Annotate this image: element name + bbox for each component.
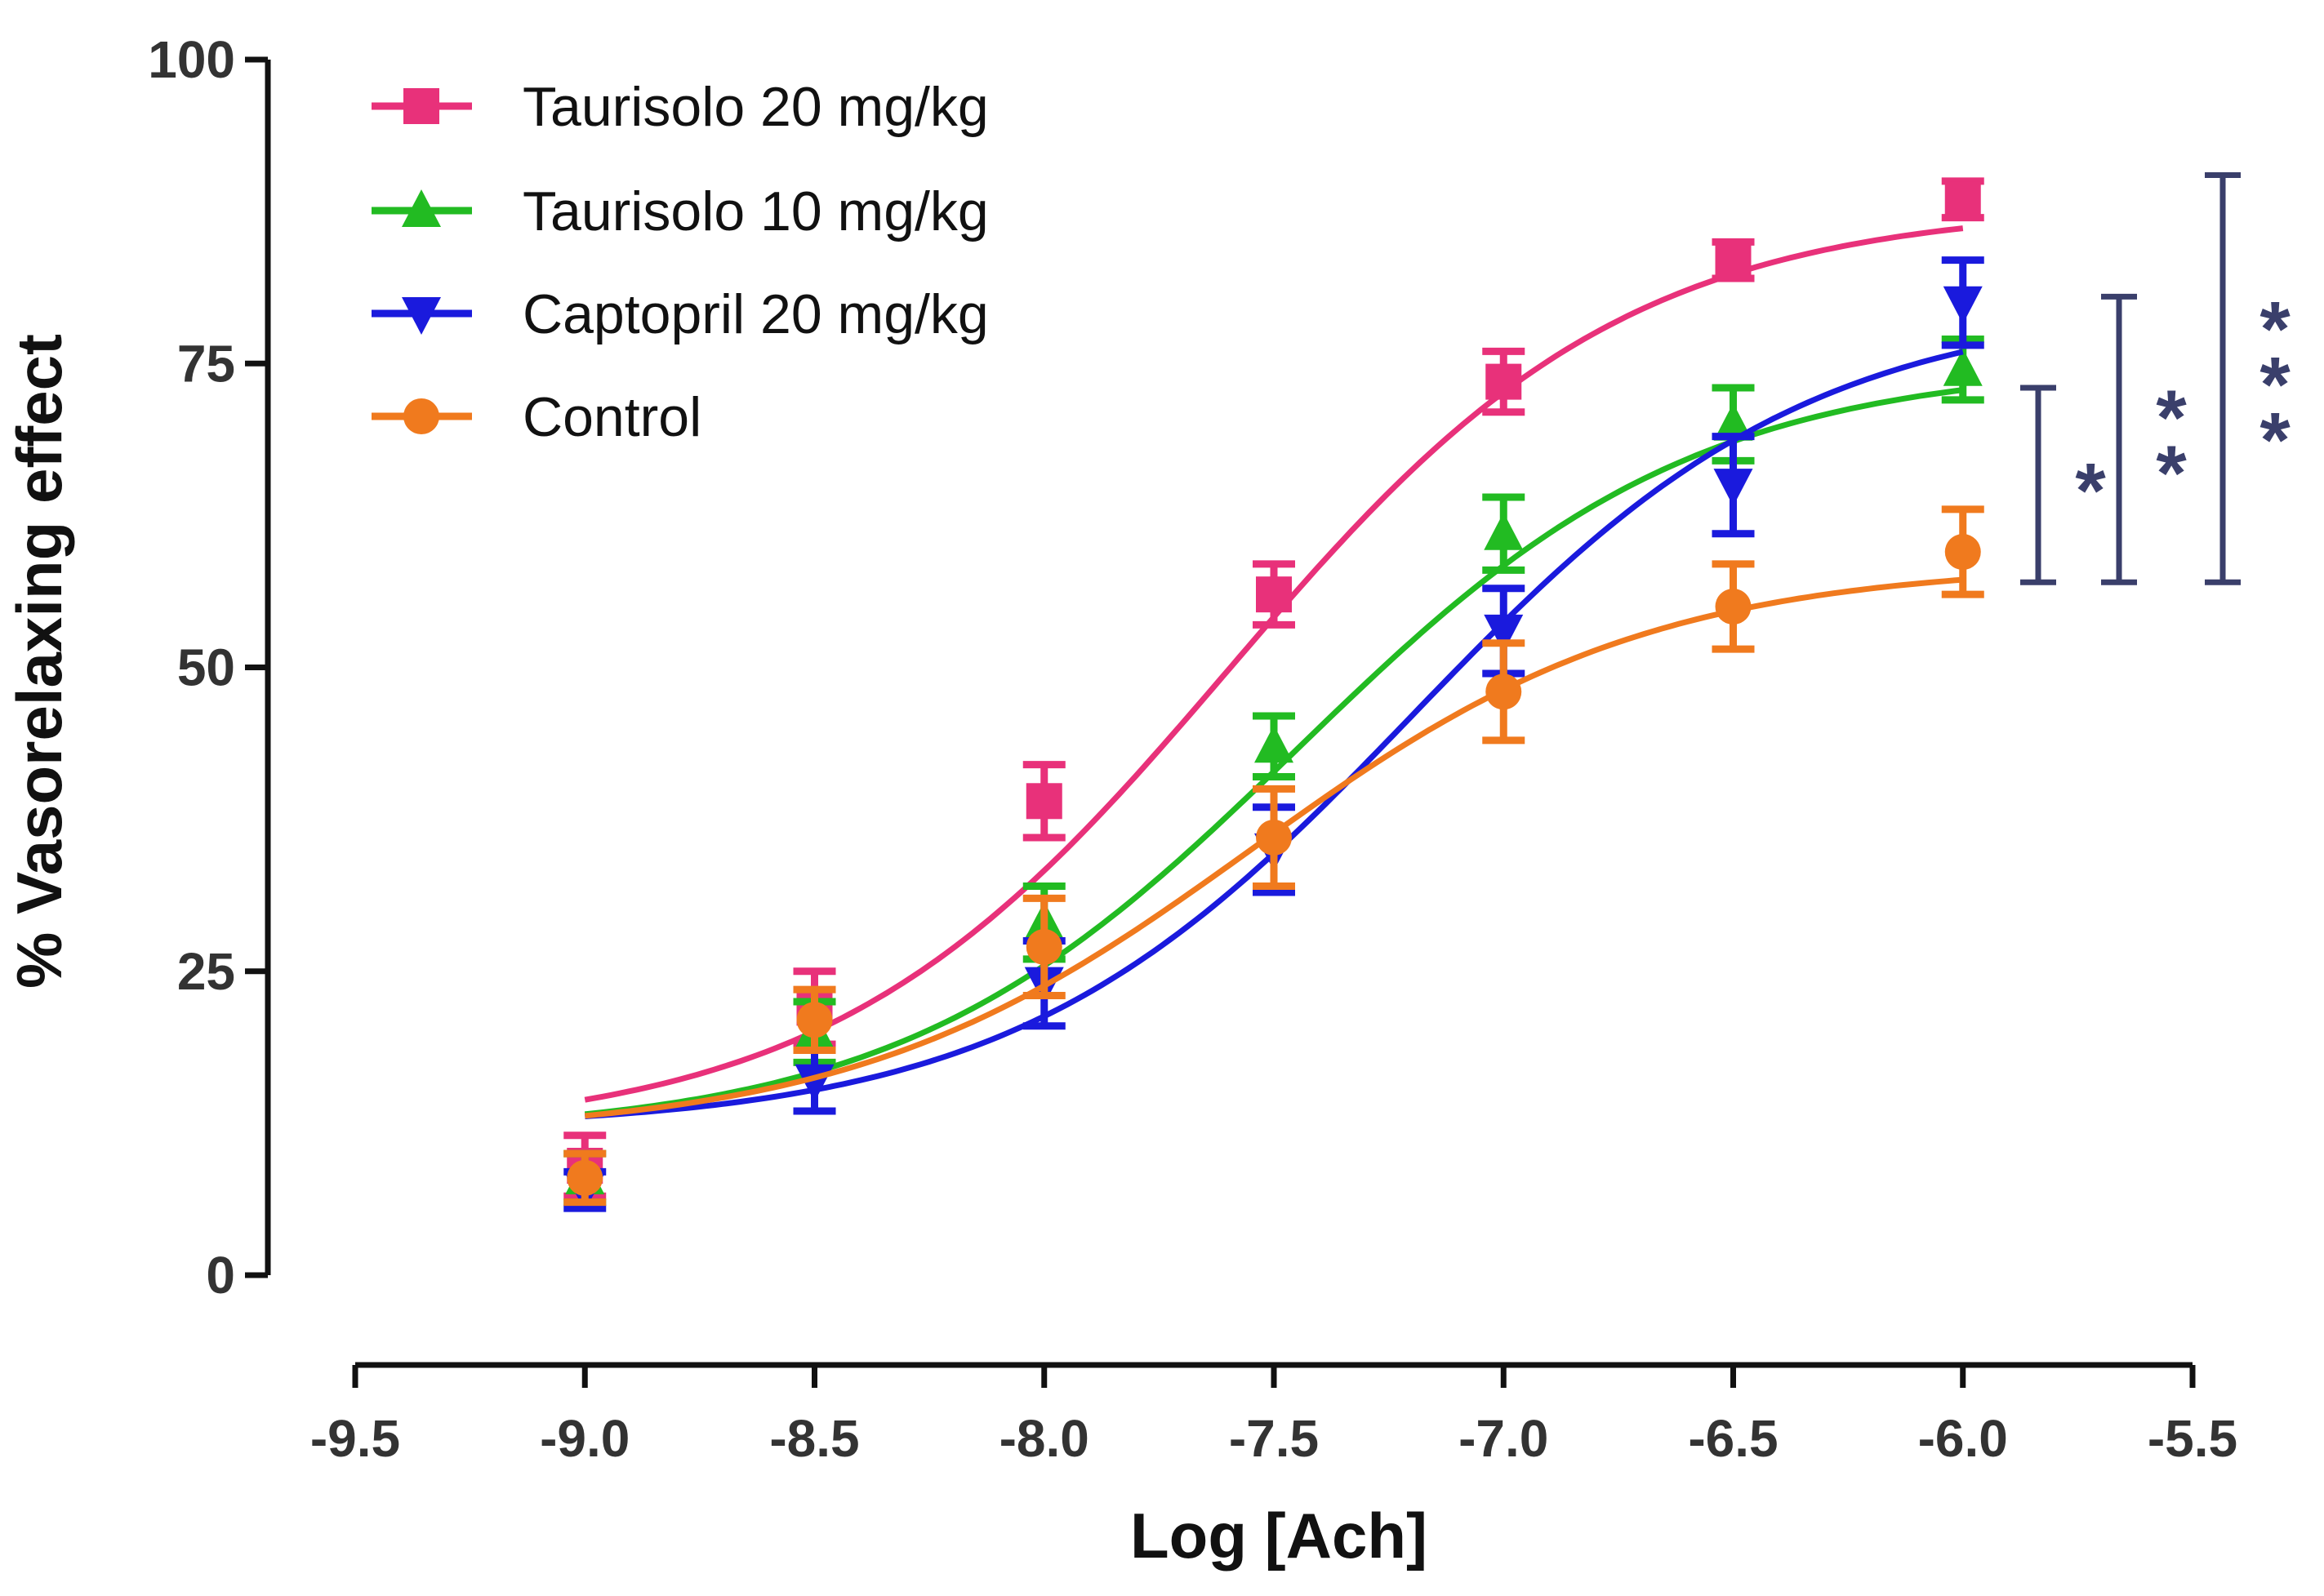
fit-curve xyxy=(584,225,1964,1103)
legend-item-2: Captopril 20 mg/kg xyxy=(372,283,989,345)
x-tick-label: -9.0 xyxy=(540,1409,630,1468)
x-tick-label: -8.5 xyxy=(769,1409,859,1468)
legend-label: Control xyxy=(523,386,701,448)
significance-group: ** ** * * xyxy=(2020,171,2291,585)
data-point xyxy=(1254,725,1293,763)
data-point xyxy=(1944,181,1981,218)
x-axis: -9.5 -9.0 -8.5 -8.0 -7.5 -7.0 -6.5 -6.0 -5.5 xyxy=(310,1362,2237,1468)
x-tick-label: -8.0 xyxy=(999,1409,1089,1468)
y-axis: 0 25 50 75 100 xyxy=(148,30,271,1305)
data-point xyxy=(1713,469,1753,507)
data-point xyxy=(1485,674,1522,710)
legend-marker xyxy=(402,189,441,227)
legend-item-1: Taurisolo 10 mg/kg xyxy=(372,180,989,242)
y-tick-label: 75 xyxy=(177,334,235,393)
y-axis-title: % Vasorelaxing effect xyxy=(3,334,75,989)
series-group xyxy=(563,177,1984,1212)
x-tick-label: -5.5 xyxy=(2148,1409,2237,1468)
significance-label: * * xyxy=(2156,374,2187,517)
data-point xyxy=(1943,286,1983,324)
data-point xyxy=(1713,402,1753,441)
data-point xyxy=(1485,363,1522,400)
data-point xyxy=(1715,242,1752,278)
data-point xyxy=(796,1002,833,1038)
legend: Taurisolo 20 mg/kg Taurisolo 10 mg/kg Capt… xyxy=(372,76,989,448)
y-tick-label: 0 xyxy=(206,1246,235,1305)
data-point xyxy=(1256,576,1292,613)
legend-label: Taurisolo 20 mg/kg xyxy=(523,76,989,138)
x-tick-label: -7.0 xyxy=(1458,1409,1548,1468)
data-point xyxy=(1484,512,1524,550)
x-tick-label: -9.5 xyxy=(310,1409,400,1468)
data-point xyxy=(567,1159,603,1196)
data-point xyxy=(1256,819,1292,856)
legend-label: Captopril 20 mg/kg xyxy=(523,283,989,345)
legend-marker xyxy=(402,297,441,335)
significance-label: * * * xyxy=(2259,286,2291,484)
data-point xyxy=(1026,783,1062,820)
series-3 xyxy=(563,505,1984,1207)
legend-item-3: Control xyxy=(372,386,701,448)
x-tick-label: -6.5 xyxy=(1688,1409,1778,1468)
x-tick-label: -6.0 xyxy=(1918,1409,2008,1468)
data-point xyxy=(1715,589,1752,625)
data-point xyxy=(1484,614,1524,652)
significance-bracket-2: * * * xyxy=(2205,171,2291,585)
data-point xyxy=(1026,928,1062,965)
legend-marker xyxy=(403,88,439,124)
legend-marker xyxy=(403,398,439,434)
y-tick-label: 50 xyxy=(177,638,235,697)
y-tick-label: 25 xyxy=(177,942,235,1001)
series-1 xyxy=(563,335,1984,1207)
significance-label: * xyxy=(2075,447,2106,535)
y-tick-label: 100 xyxy=(148,30,235,89)
legend-item-0: Taurisolo 20 mg/kg xyxy=(372,76,989,138)
x-tick-label: -7.5 xyxy=(1229,1409,1319,1468)
significance-bracket-1: * * xyxy=(2101,293,2187,585)
data-point xyxy=(1943,348,1983,386)
data-point xyxy=(1944,534,1981,571)
legend-label: Taurisolo 10 mg/kg xyxy=(523,180,989,242)
x-axis-title: Log [Ach] xyxy=(1130,1500,1427,1572)
significance-bracket-0: * xyxy=(2020,385,2106,585)
